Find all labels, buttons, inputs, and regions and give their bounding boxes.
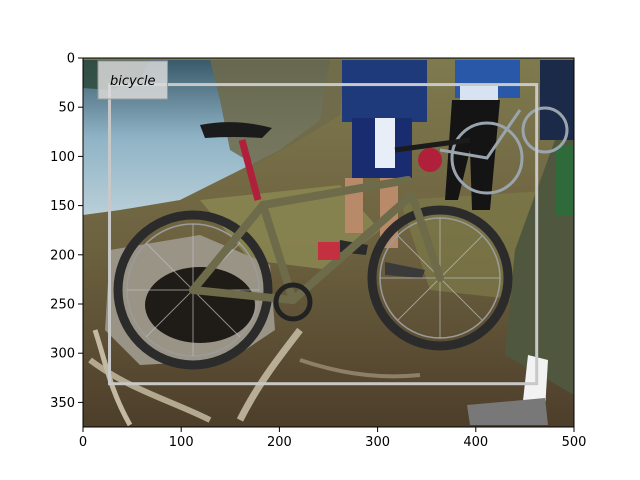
photo-rear-wheel	[113, 210, 273, 370]
y-tick-label: 250	[50, 298, 75, 313]
bicycle-bounding-box	[108, 83, 539, 386]
x-tick-label: 400	[463, 435, 488, 450]
x-tick-label: 200	[267, 435, 292, 450]
y-tick-label: 50	[58, 101, 75, 116]
y-tick-label: 0	[67, 52, 75, 67]
y-axis-ticks: 0 50 100 150 200 250 300 350	[50, 52, 83, 411]
x-tick-label: 0	[79, 435, 87, 450]
bicycle-label-background	[97, 60, 168, 100]
y-tick-label: 300	[50, 347, 75, 362]
y-tick-label: 100	[50, 150, 75, 165]
x-tick-label: 100	[169, 435, 194, 450]
photo-person-edge	[467, 60, 574, 425]
axes-frame	[82, 57, 575, 428]
x-axis-ticks: 0 100 200 300 400 500	[79, 427, 587, 450]
photo-background-bike	[439, 106, 569, 195]
photo-bicycle	[113, 122, 513, 370]
y-tick-label: 350	[50, 396, 75, 411]
photo-bike-frame	[189, 176, 444, 304]
x-tick-label: 300	[365, 435, 390, 450]
bicycle-label: bicycle	[110, 74, 155, 89]
x-tick-label: 500	[562, 435, 587, 450]
y-tick-label: 200	[50, 248, 75, 263]
photo	[83, 58, 574, 427]
y-tick-label: 150	[50, 199, 75, 214]
photo-shrubs	[210, 60, 345, 165]
photo-front-wheel	[367, 205, 513, 351]
photo-chainring	[273, 282, 313, 322]
photo-saddle	[200, 122, 272, 138]
